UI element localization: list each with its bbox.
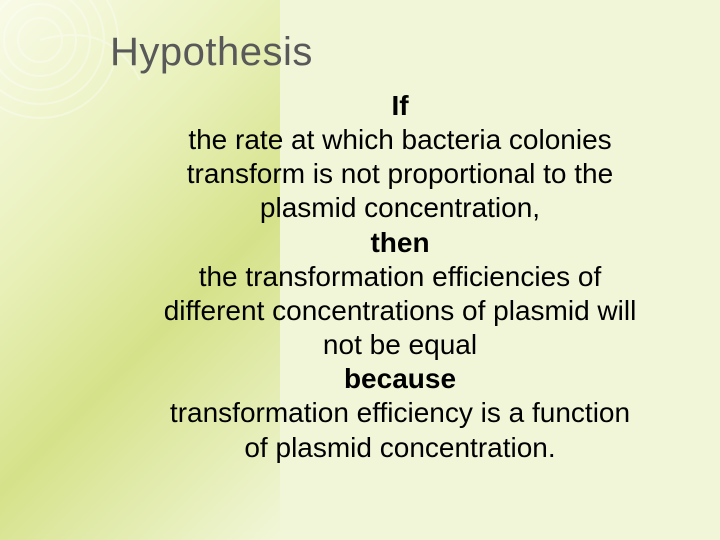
body-line: not be equal bbox=[130, 328, 670, 362]
then-keyword: then bbox=[130, 226, 670, 260]
body-line: different concentrations of plasmid will bbox=[130, 294, 670, 328]
body-line: transformation efficiency is a function bbox=[130, 396, 670, 430]
if-keyword: If bbox=[130, 89, 670, 123]
slide-content: Hypothesis If the rate at which bacteria… bbox=[0, 0, 720, 485]
body-line: transform is not proportional to the bbox=[130, 157, 670, 191]
body-line: the rate at which bacteria colonies bbox=[130, 123, 670, 157]
body-line: the transformation efficiencies of bbox=[130, 260, 670, 294]
hypothesis-body: If the rate at which bacteria colonies t… bbox=[110, 89, 680, 465]
slide-title: Hypothesis bbox=[110, 30, 680, 75]
body-line: of plasmid concentration. bbox=[130, 431, 670, 465]
body-line: plasmid concentration, bbox=[130, 191, 670, 225]
because-keyword: because bbox=[130, 362, 670, 396]
